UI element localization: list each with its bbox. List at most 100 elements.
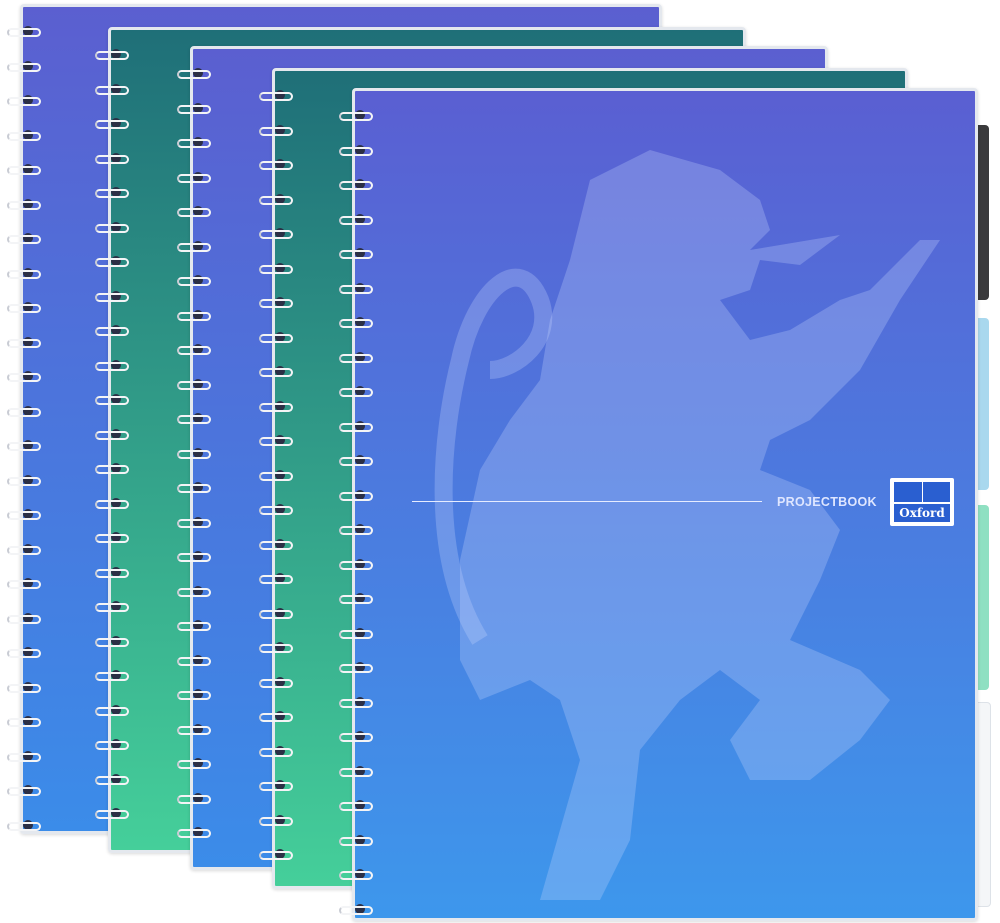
spiral-ring xyxy=(95,566,131,578)
spiral-ring xyxy=(7,646,43,658)
spiral-ring xyxy=(339,834,375,846)
spiral-ring xyxy=(177,447,213,459)
spiral-ring xyxy=(259,262,295,274)
spiral-ring xyxy=(177,412,213,424)
spiral-ring xyxy=(95,600,131,612)
spiral-ring xyxy=(177,826,213,838)
spiral-ring xyxy=(7,336,43,348)
spiral-ring xyxy=(7,94,43,106)
spiral-ring xyxy=(339,696,375,708)
spiral-ring xyxy=(339,661,375,673)
spiral-ring xyxy=(339,213,375,225)
spiral-ring xyxy=(177,550,213,562)
spiral-ring xyxy=(259,641,295,653)
spiral-ring xyxy=(339,627,375,639)
spiral-ring xyxy=(177,481,213,493)
lion-emblem xyxy=(434,150,940,900)
spiral-ring xyxy=(7,681,43,693)
spiral-ring xyxy=(339,420,375,432)
spiral-ring xyxy=(339,558,375,570)
spiral-ring xyxy=(177,654,213,666)
spiral-ring xyxy=(177,585,213,597)
spiral-ring xyxy=(177,688,213,700)
spiral-binding xyxy=(177,49,217,867)
spiral-ring xyxy=(95,669,131,681)
spiral-ring xyxy=(95,738,131,750)
spiral-ring xyxy=(259,814,295,826)
spiral-ring xyxy=(339,592,375,604)
spiral-binding xyxy=(259,71,299,886)
spiral-ring xyxy=(339,903,375,915)
divider-tab-green xyxy=(975,505,989,690)
spiral-ring xyxy=(177,619,213,631)
spiral-ring xyxy=(95,324,131,336)
spiral-ring xyxy=(177,205,213,217)
spiral-ring xyxy=(7,370,43,382)
spiral-ring xyxy=(95,290,131,302)
spiral-ring xyxy=(339,489,375,501)
spiral-ring xyxy=(339,247,375,259)
spiral-ring xyxy=(259,538,295,550)
spiral-binding xyxy=(339,91,379,918)
spiral-ring xyxy=(7,301,43,313)
spiral-ring xyxy=(7,508,43,520)
spiral-ring xyxy=(95,704,131,716)
spiral-ring xyxy=(7,405,43,417)
spiral-ring xyxy=(95,255,131,267)
spiral-ring xyxy=(95,48,131,60)
spiral-ring xyxy=(259,331,295,343)
spiral-ring xyxy=(7,750,43,762)
spiral-ring xyxy=(259,227,295,239)
logo-wordmark: Oxford xyxy=(894,504,950,522)
spiral-ring xyxy=(259,503,295,515)
spiral-ring xyxy=(177,516,213,528)
spiral-ring xyxy=(177,274,213,286)
spiral-ring xyxy=(7,474,43,486)
spiral-ring xyxy=(7,232,43,244)
spiral-ring xyxy=(177,757,213,769)
spiral-ring xyxy=(259,89,295,101)
spiral-ring xyxy=(95,807,131,819)
spiral-ring xyxy=(339,454,375,466)
spiral-ring xyxy=(95,773,131,785)
spiral-ring xyxy=(259,676,295,688)
spiral-ring xyxy=(259,158,295,170)
spiral-ring xyxy=(7,543,43,555)
spiral-ring xyxy=(177,723,213,735)
title-line xyxy=(412,501,762,502)
spiral-ring xyxy=(7,163,43,175)
spiral-ring xyxy=(259,710,295,722)
spiral-ring xyxy=(339,282,375,294)
spiral-ring xyxy=(339,385,375,397)
spiral-ring xyxy=(339,730,375,742)
spiral-ring xyxy=(339,765,375,777)
spiral-ring xyxy=(339,178,375,190)
spiral-ring xyxy=(7,612,43,624)
spiral-ring xyxy=(177,102,213,114)
oxford-logo: Oxford xyxy=(890,478,954,526)
spiral-ring xyxy=(177,240,213,252)
spiral-ring xyxy=(7,577,43,589)
spiral-ring xyxy=(259,607,295,619)
notebook-front xyxy=(339,88,978,921)
spiral-ring xyxy=(259,469,295,481)
spiral-ring xyxy=(177,171,213,183)
spiral-ring xyxy=(7,819,43,831)
spiral-ring xyxy=(95,497,131,509)
spiral-ring xyxy=(7,198,43,210)
spiral-ring xyxy=(259,745,295,757)
spiral-ring xyxy=(95,117,131,129)
spiral-ring xyxy=(95,428,131,440)
spiral-ring xyxy=(95,635,131,647)
spiral-ring xyxy=(95,462,131,474)
spiral-ring xyxy=(339,144,375,156)
spiral-ring xyxy=(259,193,295,205)
spiral-ring xyxy=(7,439,43,451)
spiral-ring xyxy=(259,779,295,791)
spiral-ring xyxy=(259,848,295,860)
spiral-ring xyxy=(177,343,213,355)
spiral-ring xyxy=(339,109,375,121)
spiral-ring xyxy=(259,434,295,446)
spiral-ring xyxy=(177,67,213,79)
spiral-ring xyxy=(95,186,131,198)
